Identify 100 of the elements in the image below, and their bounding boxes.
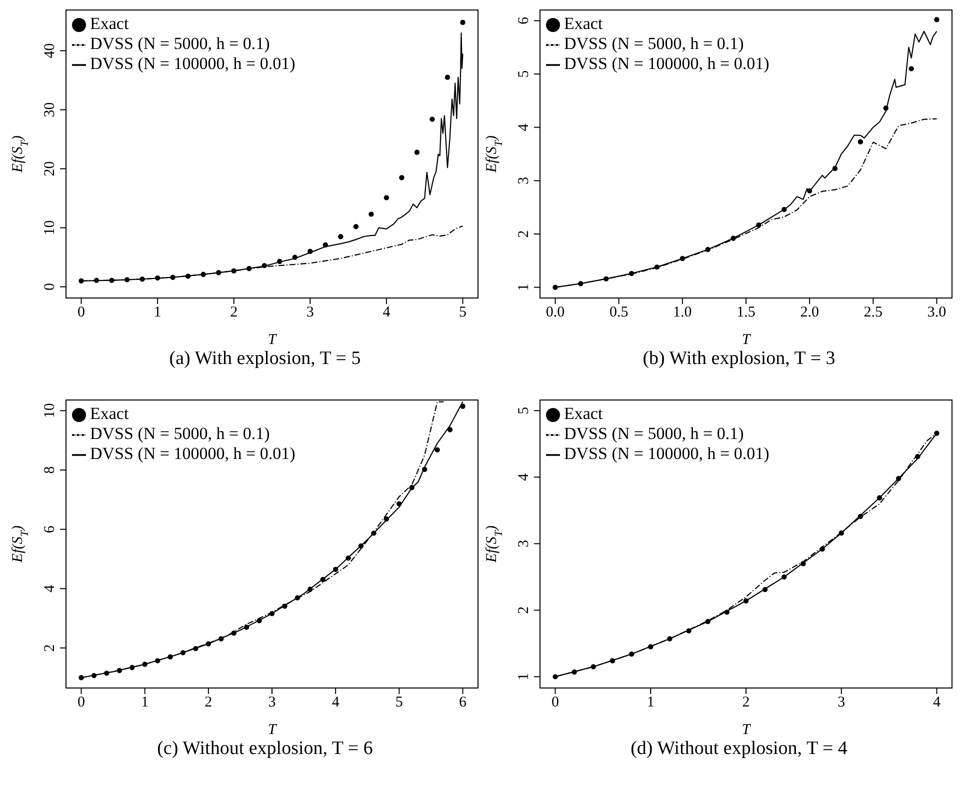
point — [578, 281, 584, 286]
text: (a) With explosion, T = 5 — [168, 348, 362, 370]
text: (c) Without explosion, T = 6 — [156, 738, 374, 760]
point — [838, 530, 844, 536]
x-tick-label: 0 — [78, 304, 86, 321]
point — [756, 222, 762, 228]
point — [832, 166, 838, 171]
point — [422, 466, 428, 472]
x-tick-label: 4 — [332, 694, 340, 711]
point — [686, 628, 692, 634]
x-tick-label: 2 — [204, 694, 212, 711]
x-tick-label: 3 — [306, 304, 314, 321]
y-tick-label: 2 — [516, 606, 532, 614]
y-tick-label: 3 — [516, 176, 532, 184]
point — [384, 195, 390, 200]
point — [142, 662, 148, 667]
point — [78, 675, 84, 680]
y-tick-label: 5 — [516, 406, 532, 414]
point — [820, 546, 825, 552]
text: (b) With explosion, T = 3 — [642, 348, 836, 370]
point — [231, 630, 236, 636]
point — [244, 624, 250, 630]
x-tick-label: 2 — [742, 694, 750, 711]
point — [94, 278, 100, 283]
y-tick-label: 40 — [42, 43, 58, 58]
x-tick-label: 5 — [458, 304, 466, 321]
y-tick-label: 4 — [516, 123, 532, 132]
point — [124, 277, 130, 282]
point — [762, 586, 768, 592]
point — [610, 658, 616, 664]
point — [730, 236, 736, 241]
y-tick-label: 3 — [516, 540, 532, 548]
point — [246, 266, 252, 272]
point — [552, 674, 558, 680]
legend-label: Exact — [564, 404, 603, 423]
point — [654, 264, 660, 270]
x-axis-title: T — [268, 722, 278, 738]
point — [806, 188, 812, 194]
point — [883, 106, 888, 111]
point — [109, 278, 114, 283]
x-tick-label: 0 — [78, 694, 86, 711]
point — [332, 566, 338, 572]
x-tick-label: 1 — [141, 694, 149, 711]
point — [705, 618, 710, 624]
point — [552, 284, 558, 290]
point — [292, 254, 298, 260]
point — [130, 664, 135, 670]
point — [346, 555, 351, 561]
point — [572, 669, 577, 675]
y-tick-label: 4 — [516, 472, 532, 481]
point — [338, 234, 344, 240]
point — [915, 454, 920, 460]
point — [590, 664, 596, 670]
y-tick-label: 2 — [516, 230, 532, 238]
point — [680, 256, 686, 262]
point — [180, 650, 186, 656]
x-tick-label: 2 — [230, 304, 238, 321]
x-tick-label: 4 — [932, 694, 941, 711]
point — [200, 272, 206, 277]
y-tick-label: 10 — [42, 403, 58, 418]
y-tick-label: 1 — [516, 672, 532, 680]
point — [934, 17, 940, 22]
x-tick-label: 1 — [154, 304, 162, 321]
point — [371, 530, 376, 536]
x-tick-label: 2.5 — [864, 304, 883, 321]
y-tick-label: 10 — [42, 220, 58, 236]
point — [460, 20, 466, 25]
point — [154, 275, 160, 281]
legend-label: DVSS (N = 100000, h = 0.01) — [90, 444, 296, 463]
point — [368, 212, 374, 217]
y-tick-label: 4 — [42, 584, 58, 592]
point — [934, 430, 940, 436]
x-tick-label: 1.5 — [736, 304, 756, 321]
point — [262, 262, 267, 268]
x-axis-title: T — [742, 332, 752, 348]
point — [358, 543, 364, 549]
point — [782, 574, 787, 580]
legend-label: DVSS (N = 100000, h = 0.01) — [564, 444, 770, 463]
point — [168, 654, 173, 660]
legend-label: DVSS (N = 5000, h = 0.1) — [564, 424, 744, 443]
point — [256, 618, 262, 624]
point — [628, 270, 634, 276]
point — [447, 427, 453, 432]
point — [308, 248, 313, 254]
x-tick-label: 2.0 — [800, 304, 819, 321]
point — [434, 447, 440, 452]
point — [206, 641, 212, 646]
text: (d) Without explosion, T = 4 — [630, 738, 848, 760]
point — [231, 268, 236, 274]
legend-label: DVSS (N = 5000, h = 0.1) — [90, 424, 270, 443]
point — [782, 206, 787, 212]
y-tick-label: 30 — [42, 102, 58, 118]
point — [908, 66, 914, 72]
point — [858, 514, 864, 519]
point — [91, 672, 97, 678]
y-tick-label: 8 — [42, 466, 58, 474]
point — [78, 278, 84, 284]
x-tick-label: 4 — [382, 304, 391, 321]
point — [628, 651, 634, 657]
y-tick-label: 6 — [42, 525, 58, 534]
